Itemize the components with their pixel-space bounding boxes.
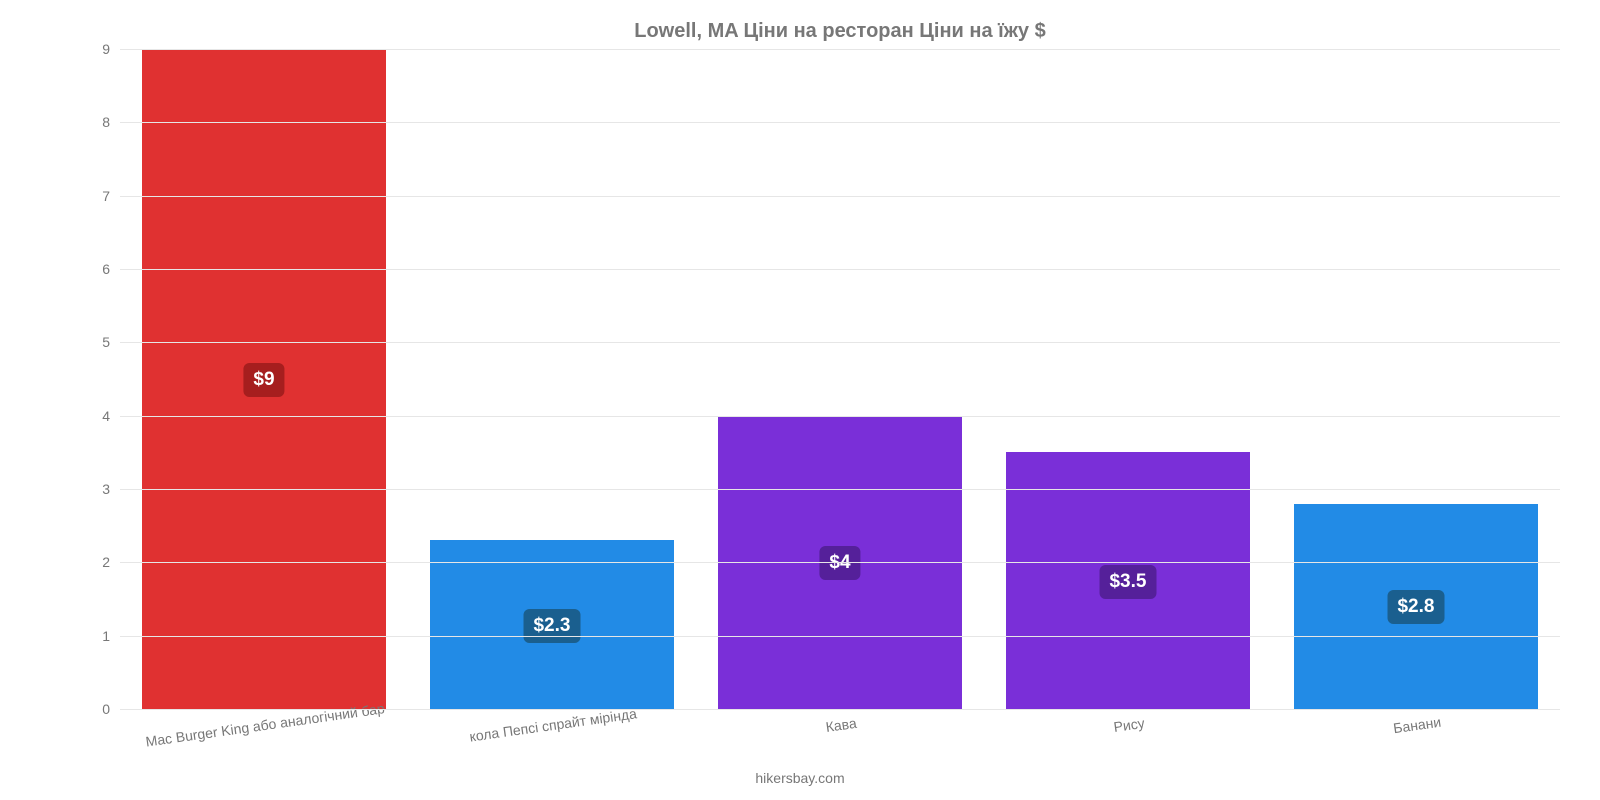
bar-value-label: $2.8 (1387, 590, 1444, 624)
x-tick-label: Рису (1113, 715, 1146, 735)
x-axis-labels: Mac Burger King або аналогічний баркола … (120, 709, 1560, 769)
gridline (120, 709, 1560, 710)
bars-layer: $9 $2.3 $4 $3.5 $2.8 (120, 49, 1560, 709)
gridline (120, 489, 1560, 490)
x-label-slot: Mac Burger King або аналогічний бар (120, 709, 408, 769)
bar: $2.3 (430, 540, 675, 709)
x-label-slot: Банани (1272, 709, 1560, 769)
bar-value-label: $2.3 (523, 609, 580, 643)
bar-value-label: $3.5 (1099, 565, 1156, 599)
credit-text: hikersbay.com (755, 770, 844, 786)
chart-container: Lowell, MA Ціни на ресторан Ціни на їжу … (0, 0, 1600, 800)
x-tick-label: Банани (1392, 714, 1442, 737)
y-tick-label: 4 (102, 408, 120, 424)
gridline (120, 196, 1560, 197)
bar-slot: $2.3 (408, 49, 696, 709)
y-tick-label: 8 (102, 114, 120, 130)
gridline (120, 416, 1560, 417)
bar-slot: $4 (696, 49, 984, 709)
x-tick-label: кола Пепсі спрайт мірінда (469, 705, 638, 744)
y-tick-label: 2 (102, 554, 120, 570)
y-tick-label: 7 (102, 188, 120, 204)
bar: $9 (142, 49, 387, 709)
y-tick-label: 5 (102, 334, 120, 350)
bar: $2.8 (1294, 504, 1539, 709)
x-label-slot: кола Пепсі спрайт мірінда (408, 709, 696, 769)
x-label-slot: Кава (696, 709, 984, 769)
y-tick-label: 0 (102, 701, 120, 717)
gridline (120, 636, 1560, 637)
plot-area: $9$2.3$4$3.5$2.8 Mac Burger King або ана… (120, 49, 1560, 709)
bar-slot: $9 (120, 49, 408, 709)
y-tick-label: 1 (102, 628, 120, 644)
chart-title: Lowell, MA Ціни на ресторан Ціни на їжу … (120, 20, 1560, 43)
gridline (120, 49, 1560, 50)
bar-value-label: $4 (819, 546, 860, 580)
gridline (120, 342, 1560, 343)
bar-slot: $2.8 (1272, 49, 1560, 709)
bar: $3.5 (1006, 452, 1251, 709)
bar-value-label: $9 (243, 363, 284, 397)
y-tick-label: 3 (102, 481, 120, 497)
x-tick-label: Кава (825, 715, 858, 735)
y-tick-label: 9 (102, 41, 120, 57)
bar-slot: $3.5 (984, 49, 1272, 709)
gridline (120, 269, 1560, 270)
x-label-slot: Рису (984, 709, 1272, 769)
gridline (120, 122, 1560, 123)
y-tick-label: 6 (102, 261, 120, 277)
gridline (120, 562, 1560, 563)
